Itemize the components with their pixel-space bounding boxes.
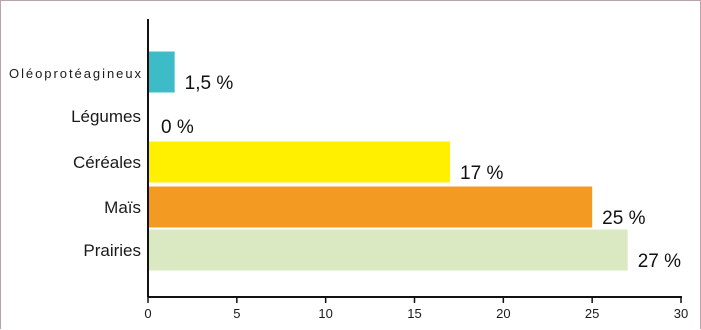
x-tick-label: 0 [144, 306, 151, 321]
labels-layer: Oléoprotéagineux 1,5 % Légumes 0 % Céréales 1… [9, 66, 681, 272]
x-tick-label: 30 [674, 306, 688, 321]
x-tick-label: 20 [496, 306, 510, 321]
value-label-prairies: 27 % [638, 251, 681, 272]
bar-mais [148, 186, 593, 228]
x-tick-label: 25 [585, 306, 599, 321]
value-label-mais: 25 % [602, 208, 645, 229]
x-tick-label: 15 [407, 306, 421, 321]
category-label-prairies: Prairies [83, 241, 141, 260]
bar-prairies [148, 229, 628, 271]
bar-oleoproteagineux [148, 51, 175, 93]
bar-cereales [148, 141, 451, 183]
category-label-mais: Maïs [104, 198, 141, 217]
axes-layer: 0 5 10 15 20 25 30 [144, 19, 688, 321]
value-label-legumes: 0 % [161, 117, 194, 138]
x-tick-label: 5 [233, 306, 240, 321]
value-label-cereales: 17 % [460, 163, 503, 184]
category-label-legumes: Légumes [71, 107, 141, 126]
x-tick-label: 10 [318, 306, 332, 321]
value-label-oleoproteagineux: 1,5 % [185, 73, 234, 94]
category-label-cereales: Céréales [73, 153, 141, 172]
bars-layer [148, 51, 628, 271]
category-label-oleoproteagineux: Oléoprotéagineux [9, 66, 142, 81]
